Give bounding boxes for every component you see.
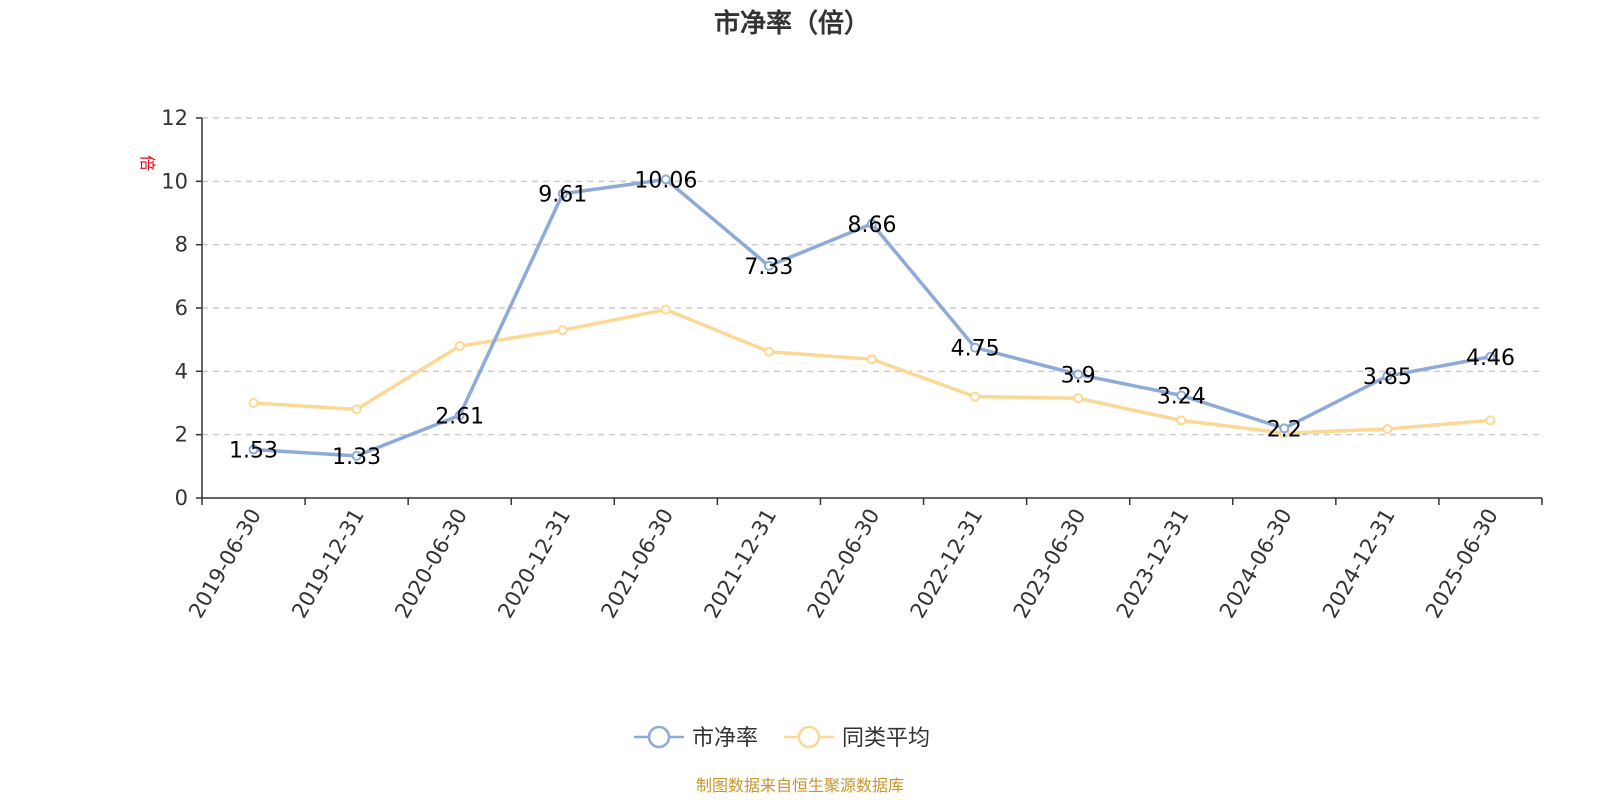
data-point[interactable] <box>1485 351 1496 362</box>
y-tick-label: 2 <box>175 423 188 447</box>
data-label: 2.2 <box>1267 417 1302 442</box>
x-tick-label: 2024-12-31 <box>1318 505 1400 623</box>
source-note: 制图数据来自恒生聚源数据库 <box>696 776 904 795</box>
data-point[interactable] <box>1382 371 1393 382</box>
legend[interactable]: 市净率 同类平均 <box>634 725 930 751</box>
data-point[interactable] <box>1485 415 1496 426</box>
x-tick-label: 2025-06-30 <box>1421 505 1503 623</box>
x-tick-label: 2022-06-30 <box>803 505 885 623</box>
data-point[interactable] <box>970 391 981 402</box>
data-point[interactable] <box>867 354 877 365</box>
x-tick-label: 2024-06-30 <box>1215 505 1297 623</box>
x-tick-label: 2020-12-31 <box>493 505 575 623</box>
y-tick-label: 6 <box>175 296 188 320</box>
series-lines <box>248 174 1496 461</box>
data-point[interactable] <box>351 404 362 415</box>
legend-marker <box>797 725 821 749</box>
data-point[interactable] <box>248 398 259 408</box>
legend-marker <box>647 725 671 749</box>
x-tick-label: 2023-06-30 <box>1009 505 1091 623</box>
data-labels: 1.53 1.33 2.61 9.61 10.06 7.33 8.66 4.75 3.9 3.24… <box>229 168 1515 469</box>
data-point[interactable] <box>660 304 671 315</box>
data-label: 10.06 <box>634 168 697 193</box>
grid-lines <box>202 117 1542 436</box>
x-tick-label: 2019-12-31 <box>287 505 369 623</box>
data-label: 7.33 <box>744 255 793 280</box>
data-point[interactable] <box>557 325 568 336</box>
chart-title: 市净率（倍） <box>714 8 870 39</box>
legend-item-0[interactable]: 市净率 <box>634 725 758 751</box>
data-point[interactable] <box>557 188 568 199</box>
data-point[interactable] <box>660 174 671 185</box>
data-point[interactable] <box>351 450 362 461</box>
data-label: 4.46 <box>1466 346 1515 371</box>
y-tick-label: 8 <box>175 233 188 257</box>
y-tick-label: 12 <box>161 106 188 130</box>
y-tick-label: 0 <box>175 486 188 510</box>
data-label: 9.61 <box>538 183 587 208</box>
data-point[interactable] <box>1279 423 1290 434</box>
legend-item-1[interactable]: 同类平均 <box>784 725 930 751</box>
x-tick-label: 2019-06-30 <box>184 505 266 623</box>
data-label: 1.53 <box>229 439 278 464</box>
data-point[interactable] <box>1073 369 1084 380</box>
data-point[interactable] <box>1176 415 1187 426</box>
axes: 0 2 4 6 8 10 12 2019-06-30 2019-12-31 2020-06-30 2… <box>161 106 1543 623</box>
x-tick-label: 2020-06-30 <box>390 505 472 623</box>
data-label: 2.61 <box>435 404 484 429</box>
x-tick-label: 2021-06-30 <box>596 505 678 623</box>
data-point[interactable] <box>1176 390 1187 401</box>
data-point[interactable] <box>454 410 465 421</box>
data-point[interactable] <box>763 260 774 271</box>
legend-label: 市净率 <box>692 726 758 751</box>
data-point[interactable] <box>1382 423 1393 434</box>
legend-label: 同类平均 <box>842 726 930 751</box>
x-tick-label: 2023-12-31 <box>1112 505 1194 623</box>
data-label: 3.9 <box>1061 364 1096 389</box>
data-point[interactable] <box>970 342 981 353</box>
data-point[interactable] <box>763 346 774 357</box>
y-tick-label: 4 <box>175 359 188 383</box>
x-tick-label: 2022-12-31 <box>906 505 988 623</box>
data-label: 3.24 <box>1157 384 1206 409</box>
data-point[interactable] <box>454 341 465 351</box>
data-label: 8.66 <box>848 213 897 238</box>
data-point[interactable] <box>248 444 259 455</box>
data-label: 3.85 <box>1363 365 1412 390</box>
y-tick-label: 10 <box>161 169 188 193</box>
data-point[interactable] <box>867 218 877 229</box>
y-axis-unit-label: 倍 <box>138 155 157 171</box>
data-label: 1.33 <box>332 445 381 470</box>
x-tick-label: 2021-12-31 <box>699 505 781 623</box>
data-point[interactable] <box>1073 393 1084 404</box>
data-label: 4.75 <box>951 337 1000 362</box>
